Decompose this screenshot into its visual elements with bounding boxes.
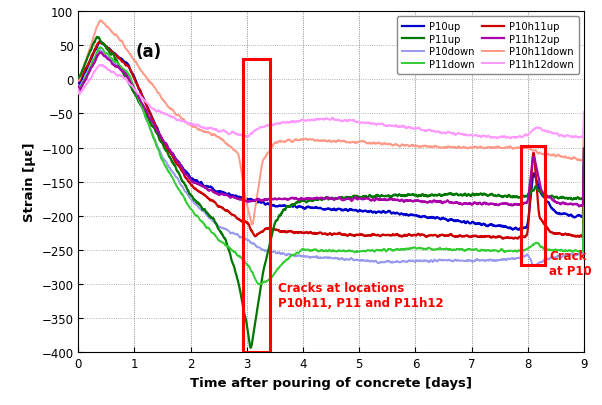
P10h11up xyxy=(96,40,103,45)
P11h12down xyxy=(321,117,328,122)
Line: P10up: P10up xyxy=(78,42,584,230)
P11h12up xyxy=(101,55,108,60)
P11down xyxy=(75,85,82,90)
P11h12down xyxy=(75,87,82,92)
P10up xyxy=(566,213,573,218)
P10down xyxy=(308,255,315,260)
P10down xyxy=(566,253,573,258)
P11h12up xyxy=(576,205,583,209)
Line: P10h11down: P10h11down xyxy=(78,21,584,225)
P11down xyxy=(97,46,104,51)
P10up xyxy=(515,228,523,232)
P10h11down xyxy=(473,145,480,150)
P10h11up xyxy=(500,237,507,241)
Line: P11down: P11down xyxy=(78,48,584,284)
Bar xyxy=(243,60,270,352)
P11down xyxy=(473,248,480,253)
Line: P10down: P10down xyxy=(78,51,584,266)
Y-axis label: Strain [με]: Strain [με] xyxy=(23,143,36,222)
P10down xyxy=(96,49,104,53)
P10up xyxy=(75,81,82,86)
P10up xyxy=(580,153,588,158)
P10h11down xyxy=(97,19,104,23)
Line: P11up: P11up xyxy=(78,38,584,348)
P10h11down xyxy=(580,123,588,128)
P10h11up xyxy=(566,232,573,237)
P11h12down xyxy=(507,136,514,141)
P10h11up xyxy=(566,232,573,237)
P11h12up xyxy=(473,201,480,206)
P10down xyxy=(101,52,108,57)
Line: P11h12down: P11h12down xyxy=(78,66,584,139)
P10h11up xyxy=(580,165,588,170)
P11h12down xyxy=(96,63,104,68)
Line: P10h11up: P10h11up xyxy=(78,43,584,239)
P11up xyxy=(566,196,573,201)
P11up xyxy=(101,44,108,49)
P10h11down xyxy=(75,79,82,84)
P11up xyxy=(566,196,573,201)
Legend: P10up, P11up, P10down, P11down, P10h11up, P11h12up, P10h11down, P11h12down: P10up, P11up, P10down, P11down, P10h11up… xyxy=(397,17,579,75)
P11h12down xyxy=(566,134,573,139)
Text: Crack
at P10: Crack at P10 xyxy=(549,249,592,277)
P10down xyxy=(566,253,573,258)
P10up xyxy=(321,208,328,213)
P11h12down xyxy=(473,133,480,138)
P10up xyxy=(96,40,104,45)
P11down xyxy=(101,50,108,55)
P11down xyxy=(321,249,328,254)
P10h11down xyxy=(566,156,573,161)
P11h12up xyxy=(75,85,82,90)
X-axis label: Time after pouring of concrete [days]: Time after pouring of concrete [days] xyxy=(190,376,472,389)
P11h12down xyxy=(580,110,588,115)
P11up xyxy=(321,197,328,202)
P11up xyxy=(247,345,255,350)
P11up xyxy=(308,199,315,204)
P10up xyxy=(566,213,573,218)
P11h12down xyxy=(101,66,108,70)
P11down xyxy=(255,282,262,287)
Line: P11h12up: P11h12up xyxy=(78,53,584,207)
P10h11up xyxy=(75,79,82,84)
P10h11down xyxy=(321,139,328,144)
P10h11down xyxy=(101,22,108,27)
P11up xyxy=(75,77,82,81)
P11down xyxy=(308,249,315,254)
P10up xyxy=(308,206,315,211)
P11h12up xyxy=(308,196,315,201)
P10h11up xyxy=(473,234,480,239)
P10down xyxy=(580,174,588,179)
P10up xyxy=(101,43,108,48)
P11up xyxy=(580,147,588,151)
P10down xyxy=(473,258,480,262)
P10h11up xyxy=(321,231,328,236)
P10h11up xyxy=(101,43,108,48)
P10up xyxy=(473,222,480,226)
P10h11up xyxy=(308,230,315,235)
Text: Cracks at locations
P10h11, P11 and P11h12: Cracks at locations P10h11, P11 and P11h… xyxy=(278,281,443,309)
P11down xyxy=(566,248,573,253)
P10h11down xyxy=(249,222,256,227)
P11down xyxy=(566,248,573,253)
P11up xyxy=(93,35,101,40)
P11h12up xyxy=(97,51,104,55)
P11h12down xyxy=(308,118,315,123)
P10down xyxy=(321,255,328,260)
P11h12up xyxy=(566,202,573,207)
Text: (a): (a) xyxy=(136,43,162,61)
P10h11down xyxy=(308,138,315,143)
P11h12up xyxy=(566,202,573,207)
P10down xyxy=(530,264,537,269)
Bar xyxy=(521,146,545,265)
P11h12up xyxy=(321,197,328,202)
P10h11down xyxy=(566,156,573,161)
P10down xyxy=(75,83,82,88)
P11h12up xyxy=(580,147,588,152)
P11down xyxy=(580,173,588,178)
P11up xyxy=(473,192,480,197)
P11h12down xyxy=(566,134,573,139)
